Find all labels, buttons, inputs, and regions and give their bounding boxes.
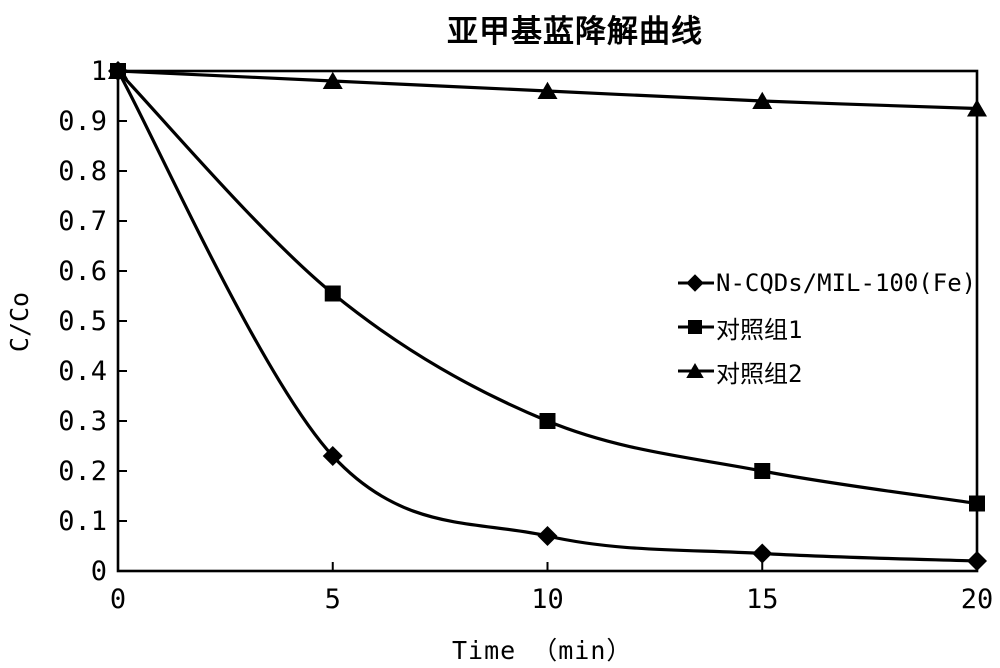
legend-key-diamond-icon (678, 274, 714, 292)
series-marker-square (324, 285, 341, 302)
legend-label: N-CQDs/MIL-100(Fe) (716, 269, 977, 297)
legend: N-CQDs/MIL-100(Fe) 对照组1 对照组2 (678, 261, 976, 393)
legend-item: 对照组2 (678, 349, 976, 393)
series-marker-diamond (537, 526, 558, 546)
x-axis-title: Time （min） (452, 636, 633, 665)
y-tick-label: 0.5 (58, 306, 107, 337)
y-tick-label: 0.1 (58, 506, 107, 537)
x-tick-label: 0 (110, 584, 126, 615)
y-tick-label: 0.6 (58, 256, 107, 287)
x-tick-label: 5 (325, 584, 341, 615)
series-marker-triangle (752, 91, 773, 109)
y-tick-label: 0.9 (58, 106, 107, 137)
legend-item: N-CQDs/MIL-100(Fe) (678, 261, 976, 305)
y-tick-label: 0.2 (58, 456, 107, 487)
x-tick-label: 20 (961, 584, 994, 615)
y-tick-label: 0.4 (58, 356, 107, 387)
y-tick-label: 0 (91, 556, 107, 587)
series-marker-triangle (537, 81, 558, 99)
series-marker-square (110, 63, 126, 79)
x-tick-label: 15 (746, 584, 779, 615)
x-tick-label: 10 (531, 584, 564, 615)
series-marker-square (969, 495, 985, 512)
series-marker-diamond (752, 543, 773, 564)
y-tick-label: 0.7 (58, 206, 107, 237)
chart-title: 亚甲基蓝降解曲线 (447, 14, 703, 50)
legend-key-triangle-icon (678, 362, 714, 378)
series-marker-diamond (322, 446, 343, 466)
series-line (116, 70, 978, 563)
series-marker-diamond (967, 551, 987, 571)
series-marker-triangle (967, 99, 987, 117)
series-line (116, 69, 978, 506)
y-tick-label: 0.8 (58, 156, 107, 187)
series-marker-square (754, 463, 771, 479)
legend-key-square-icon (678, 320, 714, 334)
legend-label: 对照组2 (716, 359, 803, 388)
y-tick-label: 1 (91, 56, 107, 87)
y-tick-label: 0.3 (58, 406, 107, 437)
legend-label: 对照组1 (716, 315, 803, 344)
series-marker-triangle (322, 71, 343, 89)
series-marker-square (539, 413, 556, 429)
legend-item: 对照组1 (678, 305, 976, 349)
